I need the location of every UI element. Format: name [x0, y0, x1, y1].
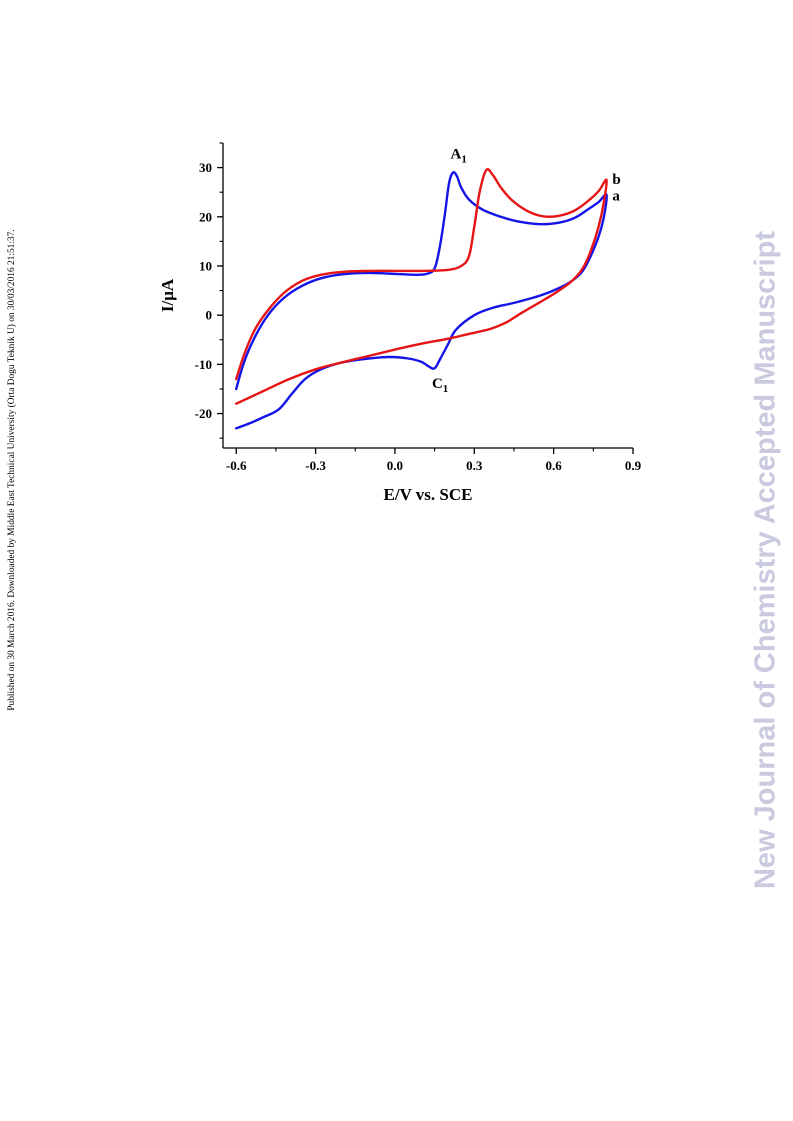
x-tick-label: 0.9 — [625, 458, 642, 473]
y-tick-label: 20 — [199, 209, 212, 224]
series-line-a — [235, 171, 608, 430]
y-axis-title: I/μA — [158, 278, 177, 312]
y-tick-label: 10 — [199, 258, 212, 273]
x-tick-label: 0.3 — [466, 458, 483, 473]
x-tick-label: 0.6 — [546, 458, 563, 473]
x-tick-label: -0.3 — [305, 458, 326, 473]
annotation-a: a — [612, 189, 620, 205]
series-layer — [235, 168, 608, 430]
y-tick-label: 0 — [206, 308, 213, 323]
x-tick-label: -0.6 — [226, 458, 247, 473]
y-tick-label: -20 — [195, 406, 212, 421]
x-tick-label: 0.0 — [387, 458, 403, 473]
series-line-b — [235, 168, 608, 405]
annotation-b: b — [612, 172, 620, 188]
annotation-A1: A1 — [450, 147, 466, 166]
y-tick-label: -10 — [195, 357, 212, 372]
plot-area: -0.6 -0.3 0.0 0.3 0.6 0.9 -20 -10 0 10 20 30 A1 C1 ba — [195, 142, 642, 473]
x-axis-title: E/V vs. SCE — [384, 485, 473, 504]
ticks-layer: -0.6 -0.3 0.0 0.3 0.6 0.9 -20 -10 0 10 20 30 — [195, 142, 642, 473]
y-tick-label: 30 — [199, 160, 212, 175]
annotation-C1: C1 — [432, 376, 448, 395]
